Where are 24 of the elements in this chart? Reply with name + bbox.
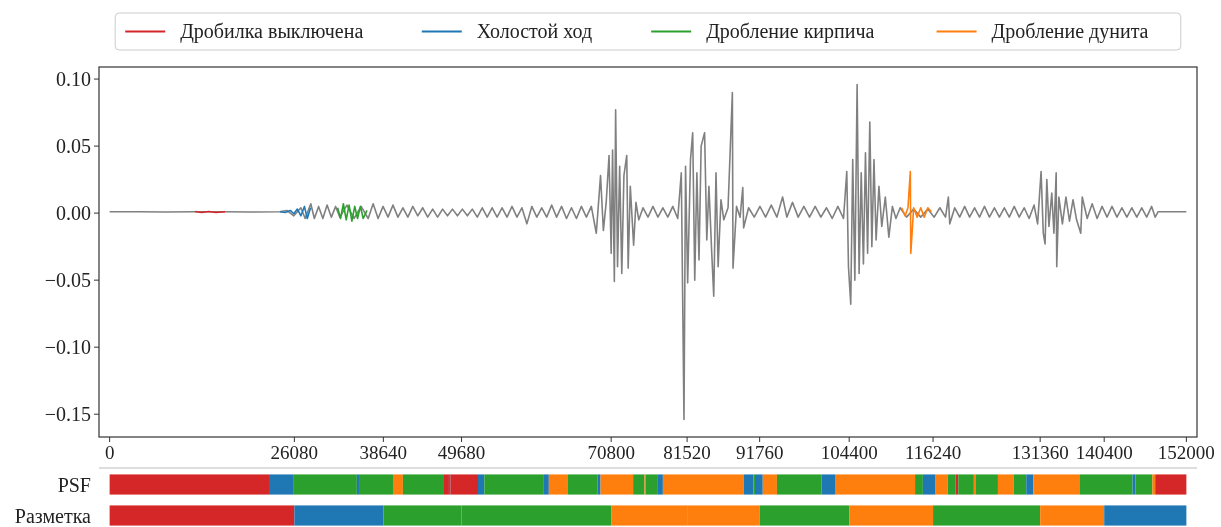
x-tick-label: 0 [104, 442, 115, 463]
x-tick-label: 49680 [437, 442, 486, 463]
y-tick-label: 0.05 [56, 135, 91, 158]
y-tick-label: Разметка [14, 504, 92, 527]
y-tick-label: PSF [57, 473, 91, 496]
x-tick-label: 38640 [359, 442, 408, 463]
y-tick-label: 0.10 [56, 68, 91, 91]
x-tick-label: 91760 [735, 442, 784, 463]
y-tick-label: −0.05 [44, 269, 91, 292]
legend-label: Холостой ход [476, 20, 593, 43]
legend-label: Дробление дунита [991, 20, 1149, 43]
x-tick-label: 26080 [270, 442, 319, 463]
x-tick-label: 140400 [1075, 442, 1133, 463]
legend-label: Дробилка выключена [180, 20, 364, 43]
y-tick-label: −0.10 [44, 336, 91, 359]
x-tick-label: 131360 [1011, 442, 1069, 463]
x-tick-label: 104400 [820, 442, 878, 463]
legend-label: Дробление кирпича [706, 20, 875, 43]
y-tick-label: −0.15 [44, 403, 91, 426]
x-tick-label: 70800 [587, 442, 635, 463]
y-tick-label: 0.00 [56, 202, 91, 225]
x-tick-label: 116240 [904, 442, 962, 463]
x-tick-label: 152000 [1157, 442, 1215, 463]
x-tick-label: 81520 [663, 442, 711, 463]
